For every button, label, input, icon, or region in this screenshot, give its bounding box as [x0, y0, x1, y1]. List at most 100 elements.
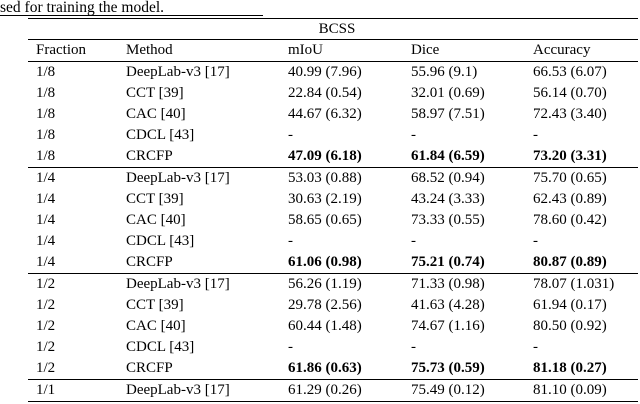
cell-fraction: 1/8: [36, 127, 56, 143]
table-row: 1/8 CDCL [43] - - -: [28, 125, 638, 146]
table-row: 1/1 DeepLab-v3 [17] 61.29 (0.26) 75.49 (…: [28, 379, 639, 402]
caption-rule: [0, 15, 263, 16]
dataset-header-row: BCSS: [28, 18, 639, 40]
results-table: BCSS Fraction Method mIoU Dice Accuracy …: [28, 18, 639, 402]
cell-accuracy: 80.50 (0.92): [533, 318, 607, 334]
table-row: 1/2 CCT [39] 29.78 (2.56) 41.63 (4.28) 6…: [28, 295, 638, 316]
table-row: 1/2 CAC [40] 60.44 (1.48) 74.67 (1.16) 8…: [28, 316, 638, 337]
cell-miou: 61.06 (0.98): [288, 254, 362, 270]
table-row: 1/4 CDCL [43] - - -: [28, 231, 638, 252]
cell-miou: 58.65 (0.65): [288, 212, 362, 228]
cell-accuracy: 66.53 (6.07): [533, 64, 607, 80]
cell-method: CCT [39]: [126, 297, 184, 313]
cell-fraction: 1/2: [36, 297, 56, 313]
cell-method: DeepLab-v3 [17]: [118, 167, 280, 189]
cell-dice: 43.24 (3.33): [411, 191, 485, 207]
cell-accuracy: 62.43 (0.89): [533, 191, 607, 207]
table-row: 1/4 CRCFP 61.06 (0.98) 75.21 (0.74) 80.8…: [28, 252, 638, 274]
cell-dice: -: [411, 233, 416, 249]
table-row: 1/8 DeepLab-v3 [17] 40.99 (7.96) 55.96 (…: [28, 62, 638, 84]
cell-method: CAC [40]: [126, 106, 186, 122]
cell-accuracy: -: [533, 127, 538, 143]
cell-fraction: 1/4: [36, 212, 56, 228]
cell-fraction: 1/8: [36, 64, 56, 80]
cell-miou: -: [288, 339, 293, 355]
cell-accuracy: 61.94 (0.17): [533, 297, 607, 313]
cell-method: CDCL [43]: [126, 127, 195, 143]
caption-fragment: sed for training the model.: [0, 0, 164, 16]
cell-method: CRCFP: [126, 360, 173, 376]
cell-dice: 68.52 (0.94): [403, 167, 525, 189]
col-header-method: Method: [118, 39, 280, 62]
cell-accuracy: 81.18 (0.27): [533, 360, 607, 376]
cell-accuracy: 72.43 (3.40): [533, 106, 607, 122]
cell-fraction: 1/2: [36, 339, 56, 355]
cell-accuracy: 78.07 (1.031): [525, 273, 639, 295]
table-row: 1/8 CAC [40] 44.67 (6.32) 58.97 (7.51) 7…: [28, 104, 638, 125]
table-head: BCSS Fraction Method mIoU Dice Accuracy: [28, 18, 639, 62]
cell-dice: 41.63 (4.28): [411, 297, 485, 313]
cell-miou: 29.78 (2.56): [288, 297, 362, 313]
cell-dice: 74.67 (1.16): [411, 318, 485, 334]
cell-accuracy: 56.14 (0.70): [533, 85, 607, 101]
cell-dice: -: [411, 339, 416, 355]
cell-fraction: 1/8: [36, 148, 56, 164]
col-header-fraction: Fraction: [28, 39, 118, 62]
cell-method: CAC [40]: [126, 212, 186, 228]
cell-fraction: 1/4: [36, 254, 56, 270]
cell-method: CRCFP: [126, 254, 173, 270]
cell-dice: 61.84 (6.59): [411, 148, 485, 164]
cell-miou: 61.86 (0.63): [288, 360, 362, 376]
col-header-miou: mIoU: [280, 39, 403, 62]
cell-dice: 32.01 (0.69): [411, 85, 485, 101]
cell-dice: 58.97 (7.51): [411, 106, 485, 122]
cell-accuracy: -: [533, 233, 538, 249]
cell-dice: 71.33 (0.98): [403, 273, 525, 295]
cell-accuracy: 78.60 (0.42): [533, 212, 607, 228]
table-body: 1/8 DeepLab-v3 [17] 40.99 (7.96) 55.96 (…: [28, 62, 639, 402]
cell-method: CDCL [43]: [126, 233, 195, 249]
cell-dice: 75.73 (0.59): [411, 360, 485, 376]
cell-method: CCT [39]: [126, 85, 184, 101]
table-row: 1/4 DeepLab-v3 [17] 53.03 (0.88) 68.52 (…: [28, 167, 639, 189]
cell-accuracy: -: [533, 339, 538, 355]
cell-dice: 55.96 (9.1): [411, 64, 478, 80]
cell-method: CAC [40]: [126, 318, 186, 334]
cell-fraction: 1/2: [36, 318, 56, 334]
cell-miou: 56.26 (1.19): [280, 273, 403, 295]
table-row: 1/2 CDCL [43] - - -: [28, 337, 638, 358]
cell-miou: 40.99 (7.96): [288, 64, 362, 80]
table-row: 1/4 CAC [40] 58.65 (0.65) 73.33 (0.55) 7…: [28, 210, 638, 231]
cell-fraction: 1/4: [36, 233, 56, 249]
col-header-dice: Dice: [403, 39, 525, 62]
cell-method: CRCFP: [126, 148, 173, 164]
table-row: 1/4 CCT [39] 30.63 (2.19) 43.24 (3.33) 6…: [28, 189, 638, 210]
cell-miou: -: [288, 233, 293, 249]
cell-fraction: 1/8: [36, 106, 56, 122]
cell-miou: 61.29 (0.26): [280, 379, 403, 402]
cell-accuracy: 80.87 (0.89): [533, 254, 607, 270]
cell-dice: 75.49 (0.12): [403, 379, 525, 402]
cell-accuracy: 73.20 (3.31): [533, 148, 607, 164]
table-row: 1/8 CRCFP 47.09 (6.18) 61.84 (6.59) 73.2…: [28, 146, 638, 168]
cell-accuracy: 81.10 (0.09): [525, 379, 639, 402]
cell-fraction: 1/4: [36, 191, 56, 207]
cell-miou: 44.67 (6.32): [288, 106, 362, 122]
cell-method: DeepLab-v3 [17]: [118, 379, 280, 402]
table-row: 1/2 DeepLab-v3 [17] 56.26 (1.19) 71.33 (…: [28, 273, 639, 295]
cell-fraction: 1/2: [36, 360, 56, 376]
table-row: 1/8 CCT [39] 22.84 (0.54) 32.01 (0.69) 5…: [28, 83, 638, 104]
cell-miou: 22.84 (0.54): [288, 85, 362, 101]
cell-miou: 60.44 (1.48): [288, 318, 362, 334]
cell-fraction: 1/1: [28, 379, 118, 402]
dataset-name: BCSS: [28, 18, 639, 40]
cell-fraction: 1/2: [28, 273, 118, 295]
cell-miou: 47.09 (6.18): [288, 148, 362, 164]
cell-dice: 73.33 (0.55): [411, 212, 485, 228]
table-row: 1/2 CRCFP 61.86 (0.63) 75.73 (0.59) 81.1…: [28, 358, 638, 380]
cell-dice: 75.21 (0.74): [411, 254, 485, 270]
column-header-row: Fraction Method mIoU Dice Accuracy: [28, 39, 639, 62]
cell-method: CCT [39]: [126, 191, 184, 207]
cell-fraction: 1/8: [36, 85, 56, 101]
